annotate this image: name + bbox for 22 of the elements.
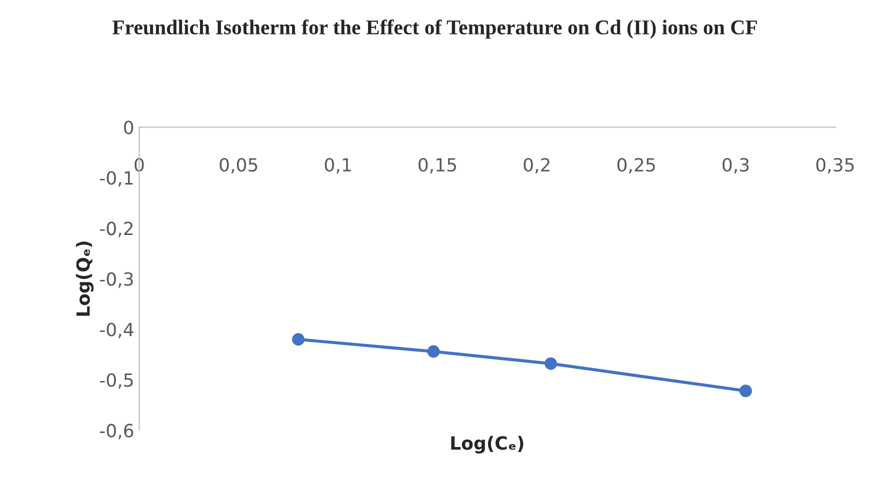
- y-tick-label: -0,4: [100, 322, 134, 338]
- point: [427, 345, 440, 358]
- x-tick-label: 0,35: [816, 158, 854, 174]
- x-tick-label: 0,25: [617, 158, 655, 174]
- y-tick-label: -0,6: [100, 424, 134, 440]
- point: [544, 357, 558, 370]
- y-tick-label: -0,5: [100, 373, 133, 389]
- x-tick-label: 0,1: [324, 158, 351, 174]
- y-tick-label: -0,1: [100, 171, 133, 187]
- y-tick-label: -0,3: [100, 272, 133, 288]
- x-tick-label: 0,2: [524, 158, 550, 174]
- y-tick-label: -0,2: [100, 222, 133, 238]
- y-axis-title: Log(Qₑ): [76, 242, 94, 316]
- x-tick-label: 0,05: [220, 158, 258, 174]
- y-tick-label: 0: [124, 120, 134, 134]
- x-tick-label: 0,3: [722, 158, 749, 174]
- point: [739, 384, 752, 398]
- x-tick-label: 0,15: [418, 158, 456, 174]
- x-tick-label: 0: [134, 158, 144, 172]
- x-axis-title: Log(Cₑ): [451, 436, 524, 454]
- point: [292, 333, 305, 346]
- chart-title: Freundlich Isotherm for the Effect of Temperature on Cd (II) ions on CF: [112, 20, 757, 39]
